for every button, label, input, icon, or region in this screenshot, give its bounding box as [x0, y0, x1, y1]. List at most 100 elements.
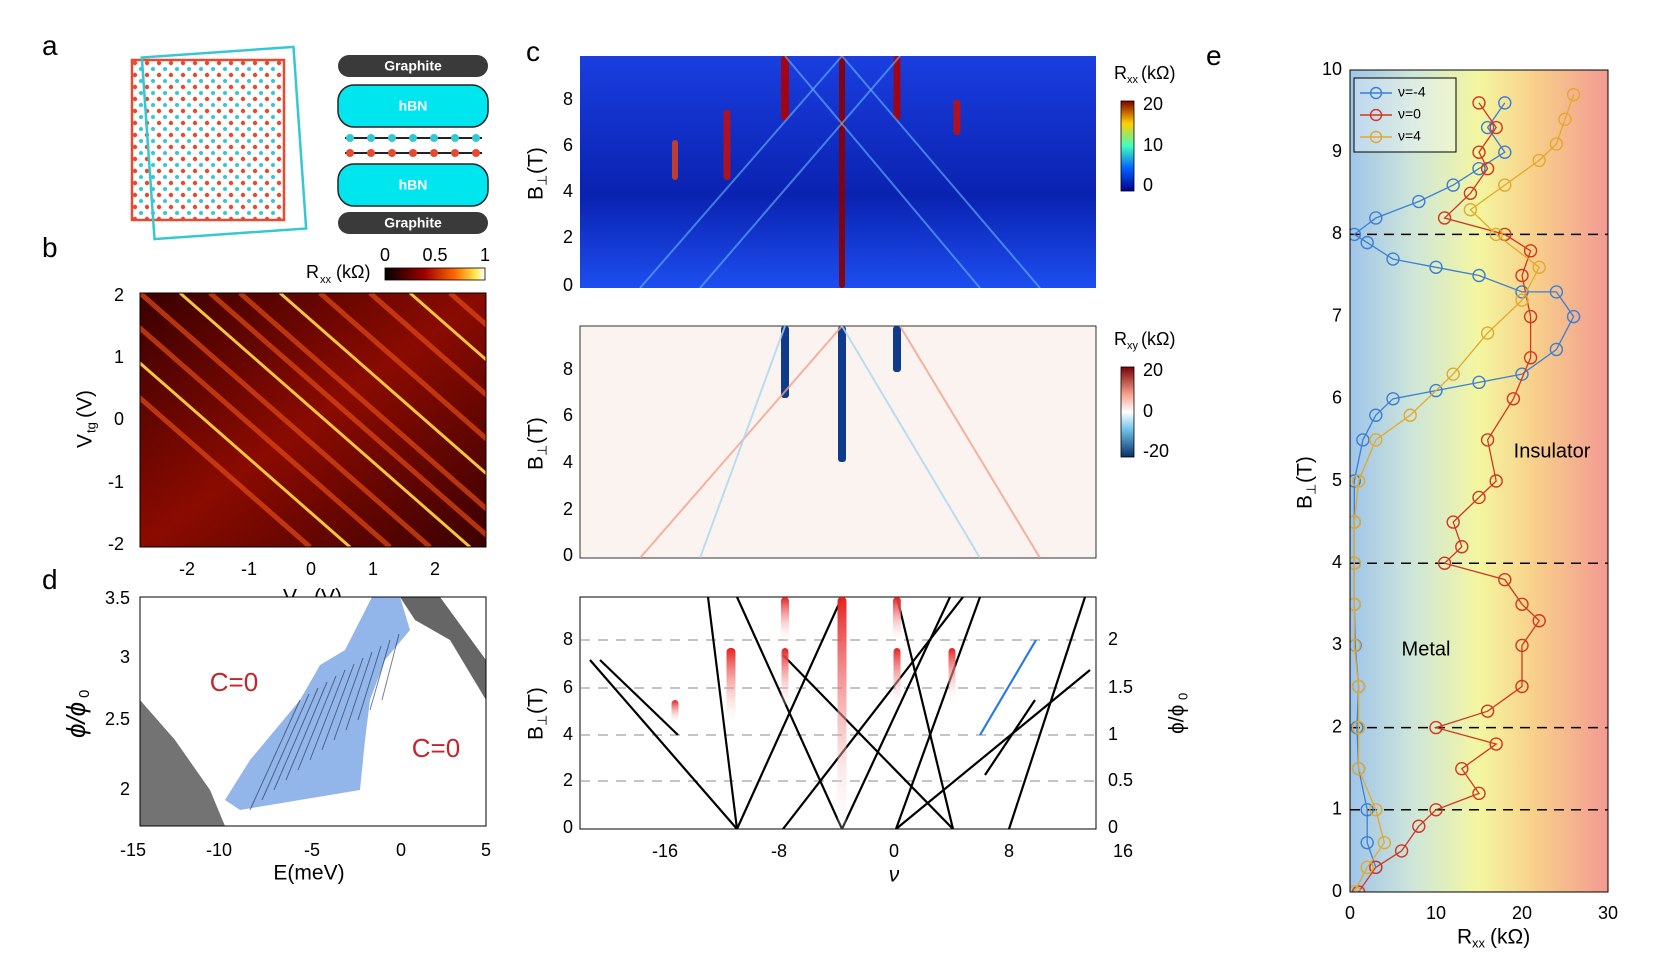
- svg-text:0: 0: [306, 559, 316, 579]
- panel-e-legend: ν=-4 ν=0 ν=4: [1353, 77, 1457, 153]
- svg-text:R: R: [1114, 329, 1127, 349]
- atom-dot: [346, 149, 354, 157]
- svg-text:R: R: [1114, 63, 1127, 83]
- band-edge: [273, 687, 319, 791]
- data-point: [1498, 145, 1512, 159]
- data-point: [1515, 293, 1529, 307]
- data-point: [1515, 679, 1529, 694]
- device-stack-diagram: Graphite hBN hBN Graphite: [337, 55, 489, 234]
- svg-text:(T): (T): [525, 417, 548, 444]
- svg-text:-15: -15: [120, 840, 146, 860]
- data-point: [1480, 326, 1495, 340]
- data-point: [1523, 351, 1538, 365]
- data-point: [1350, 597, 1361, 611]
- svg-text:20: 20: [1143, 360, 1163, 380]
- resistance-peak: [723, 110, 731, 180]
- svg-text:8: 8: [563, 629, 573, 649]
- data-point: [1369, 433, 1383, 447]
- svg-text:0: 0: [1143, 401, 1153, 421]
- fan-line: [639, 56, 843, 288]
- legend-entry: ν=4: [1398, 128, 1421, 144]
- svg-text:(T): (T): [1294, 456, 1317, 483]
- landau-fan-line: [589, 659, 738, 829]
- resistance-blob: [781, 597, 789, 640]
- svg-text:⊥: ⊥: [534, 715, 549, 726]
- data-point: [1498, 572, 1512, 587]
- atom-dot: [430, 134, 438, 142]
- atom-dot: [367, 149, 375, 157]
- data-point: [1360, 803, 1374, 817]
- fan-line: [639, 326, 843, 558]
- svg-text:1: 1: [1108, 724, 1118, 744]
- svg-text:(kΩ): (kΩ): [1490, 926, 1530, 949]
- svg-text:2: 2: [120, 779, 130, 799]
- panel-d-spectrum: C=0 C=0: [139, 596, 487, 827]
- svg-text:4: 4: [563, 452, 573, 472]
- data-point: [1351, 679, 1366, 694]
- svg-text:tg: tg: [83, 422, 98, 433]
- resistance-blob: [671, 700, 679, 722]
- stack-label-hbn-top: hBN: [399, 98, 428, 114]
- y-tick-label: 7: [1332, 305, 1342, 325]
- resistance-blob: [726, 648, 736, 722]
- panel-label-a: a: [42, 30, 58, 61]
- svg-text:16: 16: [1113, 841, 1133, 861]
- data-point: [1386, 392, 1400, 406]
- data-point: [1515, 367, 1529, 381]
- resistance-peak: [953, 100, 961, 135]
- y-tick-label: 8: [1332, 223, 1342, 243]
- svg-text:1: 1: [114, 347, 124, 367]
- svg-text:-16: -16: [652, 841, 678, 861]
- data-point: [1350, 515, 1361, 529]
- heatmap-stripe: [179, 293, 471, 547]
- data-point: [1350, 638, 1361, 653]
- panel-c-mid-colorbar: R xy (kΩ) 20 0 -20: [1114, 329, 1175, 461]
- panel-e-chart: [1349, 69, 1609, 893]
- svg-text:2.5: 2.5: [105, 709, 130, 729]
- heatmap-stripe: [140, 361, 351, 547]
- svg-text:(V): (V): [74, 390, 97, 418]
- data-point: [1515, 268, 1529, 283]
- svg-text:2: 2: [563, 227, 573, 247]
- data-point: [1429, 720, 1443, 735]
- data-point: [1403, 408, 1417, 422]
- svg-text:0: 0: [1143, 175, 1153, 195]
- panel-label-e: e: [1206, 40, 1222, 71]
- resistance-blob: [781, 648, 789, 705]
- data-point: [1446, 367, 1460, 381]
- data-point: [1394, 844, 1409, 858]
- legend-swatch-marker: [1369, 130, 1383, 144]
- svg-text:2: 2: [563, 770, 573, 790]
- svg-text:0: 0: [1175, 693, 1190, 700]
- data-point: [1369, 860, 1383, 875]
- data-point: [1350, 556, 1361, 570]
- x-tick-label: 0: [1345, 903, 1355, 923]
- data-point: [1350, 474, 1361, 488]
- data-point: [1549, 285, 1564, 299]
- fan-line: [699, 326, 786, 558]
- svg-text:6: 6: [563, 677, 573, 697]
- resistance-blob: [893, 597, 901, 640]
- x-tick-label: 10: [1426, 903, 1446, 923]
- data-point: [1480, 433, 1495, 447]
- resistance-peak: [893, 56, 901, 120]
- atom-dot: [472, 134, 480, 142]
- panel-c-bottom-plot: [579, 596, 1097, 830]
- data-point: [1369, 803, 1383, 817]
- svg-text:(T): (T): [525, 147, 548, 174]
- svg-text:2: 2: [563, 499, 573, 519]
- resistance-peak: [672, 140, 678, 180]
- panel-c-top-axes: 8 6 4 2 0 B ⊥ (T): [525, 89, 573, 295]
- chern-label-2: C=0: [412, 733, 460, 763]
- y-tick-label: 0: [1332, 881, 1342, 901]
- highlighted-line: [979, 639, 1037, 736]
- data-point: [1356, 433, 1370, 447]
- svg-text:6: 6: [563, 405, 573, 425]
- svg-text:ϕ/ϕ: ϕ/ϕ: [1166, 705, 1189, 734]
- svg-text:B: B: [525, 726, 548, 740]
- legend-entry: ν=0: [1398, 106, 1421, 122]
- data-point: [1523, 309, 1538, 324]
- data-point: [1446, 515, 1460, 529]
- svg-text:-1: -1: [241, 559, 257, 579]
